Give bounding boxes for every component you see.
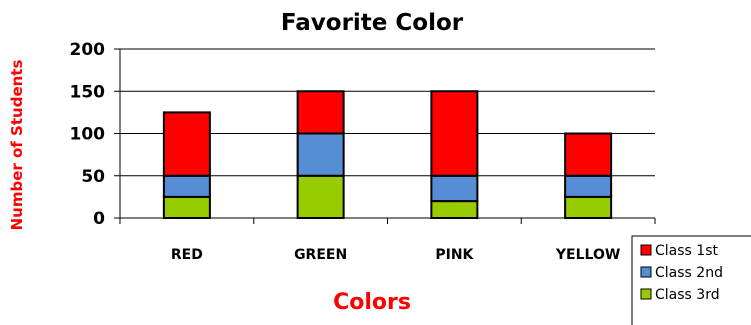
axes <box>119 49 656 224</box>
x-axis-label: Colors <box>333 290 411 315</box>
bar-red-class-1st <box>162 111 211 177</box>
bar-pink-class-3rd <box>430 200 479 220</box>
y-tick-label: 150 <box>70 82 106 102</box>
bar-pink-class-1st <box>430 90 479 177</box>
x-tick-label: GREEN <box>294 247 347 263</box>
chart-title: Favorite Color <box>281 10 464 36</box>
y-axis-label: Number of Students <box>8 60 26 231</box>
bar-green-class-3rd <box>296 174 345 219</box>
bars <box>162 90 613 220</box>
y-tick-label: 100 <box>70 125 106 145</box>
bar-green-class-2nd <box>296 132 345 177</box>
x-tick-label: PINK <box>435 247 474 263</box>
legend: Class 1st Class 2nd Class 3rd <box>631 235 751 325</box>
legend-swatch-class-1st <box>640 244 652 256</box>
y-tick-label: 50 <box>81 167 105 187</box>
legend-label: Class 2nd <box>655 265 723 281</box>
bar-green-class-1st <box>296 90 345 135</box>
y-tick-label: 200 <box>70 40 106 60</box>
legend-swatch-class-2nd <box>640 266 652 278</box>
bar-pink-class-2nd <box>430 174 479 203</box>
legend-box <box>631 235 751 325</box>
x-tick-label: YELLOW <box>555 247 620 263</box>
bar-red-class-2nd <box>162 174 211 198</box>
bar-red-class-3rd <box>162 195 211 219</box>
bar-yellow-class-1st <box>564 132 613 177</box>
bar-yellow-class-2nd <box>564 174 613 198</box>
y-tick-labels: 0 50 100 150 200 <box>70 40 106 229</box>
bar-yellow-class-3rd <box>564 195 613 219</box>
legend-swatch-class-3rd <box>640 288 652 300</box>
legend-label: Class 3rd <box>655 287 720 303</box>
y-tick-label: 0 <box>93 209 105 229</box>
x-tick-label: RED <box>171 247 203 263</box>
legend-label: Class 1st <box>655 243 718 259</box>
x-tick-labels: RED GREEN PINK YELLOW <box>171 247 620 263</box>
